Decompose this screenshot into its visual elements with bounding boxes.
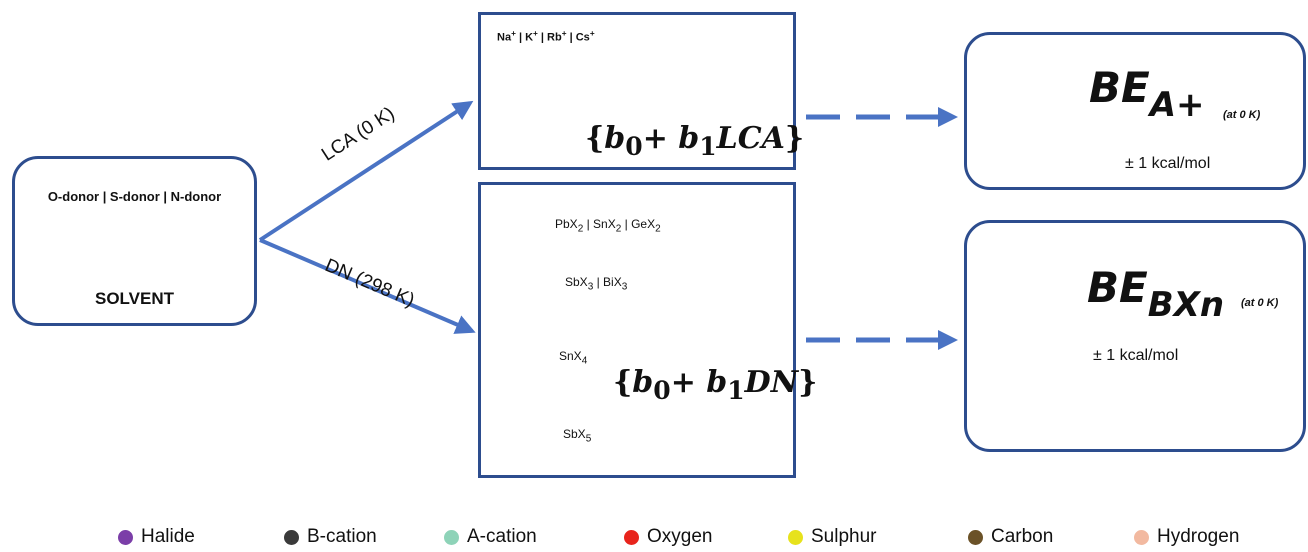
legend-label: A-cation <box>467 526 537 547</box>
arrow-to-lca <box>258 100 474 242</box>
sulphur-dot-icon <box>788 529 803 545</box>
dn-model-box: PbX2 | SnX2 | GeX2 SbX3 | BiX3 SnX4 SbX5… <box>478 182 817 478</box>
solvent-box: O-donor | S-donor | N-donor SOLVENT <box>12 156 257 326</box>
bx3-label: SbX3 | BiX3 <box>565 275 628 293</box>
be-bxn-sub: BXn <box>1147 285 1225 325</box>
bx2-label: PbX2 | SnX2 | GeX2 <box>555 217 661 235</box>
lca-formula: {b0+ b1LCA} <box>585 121 805 161</box>
dashed-arrowhead-lca <box>938 107 958 127</box>
legend-label: Carbon <box>991 526 1054 547</box>
be-bxn-main: BE <box>1087 263 1148 312</box>
legend-label: Hydrogen <box>1157 526 1240 547</box>
legend-label: Oxygen <box>647 526 713 547</box>
lca-model-box: Na+ | K+ | Rb+ | Cs+ {b0+ b1LCA} <box>478 12 804 170</box>
be-a-title: BEA+ <box>1089 63 1205 125</box>
b-cation-dot-icon <box>284 529 299 545</box>
dashed-arrowhead-dn <box>938 330 958 350</box>
dn-formula: {b0+ b1DN} <box>613 365 818 405</box>
legend-item-sulphur: Sulphur <box>788 526 877 548</box>
be-a-sub: A+ <box>1149 85 1205 125</box>
be-bxn-title: BEBXn <box>1087 263 1224 325</box>
legend-item-oxygen: Oxygen <box>624 526 712 548</box>
be-a-accuracy: ± 1 kcal/mol <box>1125 155 1211 172</box>
a-cation-list: Na+ | K+ | Rb+ | Cs+ <box>497 29 595 44</box>
oxygen-dot-icon <box>624 529 639 545</box>
be-a-main: BE <box>1089 63 1150 112</box>
legend-label: Halide <box>141 526 195 547</box>
a-cation-dot-icon <box>444 529 459 545</box>
legend-label: Sulphur <box>811 526 877 547</box>
legend-item-carbon: Carbon <box>968 526 1053 548</box>
bx5-label: SbX5 <box>563 427 592 445</box>
hydrogen-dot-icon <box>1134 529 1149 545</box>
legend-item-b-cation: B-cation <box>284 526 377 548</box>
be-bxn-note: (at 0 K) <box>1241 297 1279 309</box>
legend-item-hydrogen: Hydrogen <box>1134 526 1239 548</box>
result-a-box: BEA+ (at 0 K) ± 1 kcal/mol <box>964 32 1306 190</box>
carbon-dot-icon <box>968 529 983 545</box>
legend-item-halide: Halide <box>118 526 195 548</box>
result-b-box: BEBXn (at 0 K) ± 1 kcal/mol <box>964 220 1306 452</box>
solvent-label: SOLVENT <box>94 289 175 308</box>
bx4-label: SnX4 <box>559 349 588 367</box>
legend-item-a-cation: A-cation <box>444 526 537 548</box>
legend-label: B-cation <box>307 526 377 547</box>
halide-dot-icon <box>118 529 133 545</box>
be-a-note: (at 0 K) <box>1223 109 1261 121</box>
arrow-to-dn <box>259 238 476 334</box>
solvent-donor-types: O-donor | S-donor | N-donor <box>47 189 222 204</box>
be-bxn-accuracy: ± 1 kcal/mol <box>1093 347 1179 364</box>
